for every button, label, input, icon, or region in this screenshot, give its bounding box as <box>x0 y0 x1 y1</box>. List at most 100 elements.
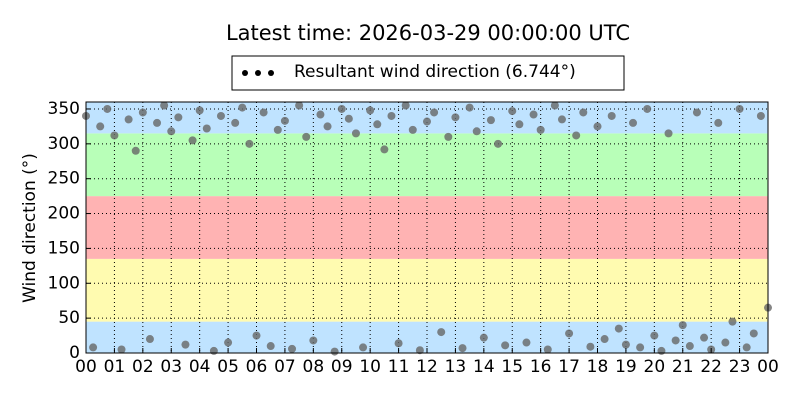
y-axis-label: Wind direction (°) <box>20 153 40 303</box>
x-tick-label: 19 <box>615 357 637 377</box>
data-point <box>131 146 140 155</box>
x-tick-label: 18 <box>587 357 609 377</box>
data-point <box>238 103 247 112</box>
data-point <box>515 120 524 129</box>
data-point <box>231 118 240 127</box>
data-point <box>614 324 623 333</box>
data-point <box>479 333 488 342</box>
data-point <box>145 335 154 344</box>
y-tick-label: 50 <box>58 308 80 328</box>
data-point <box>629 118 638 127</box>
data-point <box>756 111 765 120</box>
x-tick-label: 10 <box>359 357 381 377</box>
data-point <box>735 104 744 113</box>
x-tick-label: 06 <box>246 357 268 377</box>
x-tick-label: 03 <box>160 357 182 377</box>
x-tick-label: 20 <box>644 357 666 377</box>
data-point <box>280 116 289 125</box>
data-point <box>749 329 758 338</box>
x-tick-label: 22 <box>700 357 722 377</box>
data-point <box>529 110 538 119</box>
data-point <box>643 104 652 113</box>
y-tick-label: 300 <box>48 134 80 154</box>
data-point <box>117 345 126 354</box>
data-point <box>273 125 282 134</box>
data-point <box>423 117 431 126</box>
data-point <box>295 101 304 110</box>
data-point <box>359 343 368 352</box>
data-point <box>195 106 204 115</box>
y-tick-label: 200 <box>48 204 80 224</box>
x-tick-label: 00 <box>75 357 97 377</box>
data-point <box>565 329 574 338</box>
data-point <box>621 340 630 349</box>
data-point <box>351 129 360 138</box>
data-point <box>252 331 261 340</box>
data-point <box>96 122 105 131</box>
x-tick-label: 21 <box>672 357 694 377</box>
data-point <box>302 132 311 141</box>
data-point <box>408 125 417 134</box>
data-point <box>216 111 225 120</box>
data-point <box>160 101 169 110</box>
direction-band <box>86 196 768 259</box>
data-point <box>323 122 332 131</box>
data-point <box>444 132 453 141</box>
data-point <box>692 108 701 117</box>
data-point <box>224 338 233 347</box>
data-point <box>742 343 751 352</box>
data-point <box>579 108 588 117</box>
data-point <box>181 340 190 349</box>
data-point <box>316 110 325 119</box>
data-point <box>188 136 197 145</box>
data-point <box>678 321 687 330</box>
data-point <box>344 114 353 123</box>
data-point <box>437 328 446 337</box>
legend-marker <box>255 70 261 76</box>
data-point <box>266 342 275 351</box>
data-point <box>721 338 730 347</box>
data-point <box>522 338 531 347</box>
x-tick-label: 14 <box>473 357 495 377</box>
x-tick-label: 16 <box>530 357 552 377</box>
data-point <box>728 317 737 326</box>
data-point <box>494 139 503 148</box>
data-point <box>671 336 680 345</box>
data-point <box>664 129 673 138</box>
legend <box>231 55 625 91</box>
y-tick-label: 100 <box>48 273 80 293</box>
data-point <box>209 346 218 355</box>
x-tick-label: 23 <box>729 357 751 377</box>
y-tick-label: 250 <box>48 169 80 189</box>
data-point <box>572 131 581 140</box>
data-point <box>124 115 133 124</box>
data-point <box>415 346 424 355</box>
data-point <box>337 104 346 113</box>
data-point <box>657 346 666 355</box>
data-point <box>714 118 723 127</box>
data-point <box>636 343 645 352</box>
data-point <box>700 333 709 342</box>
x-tick-label: 07 <box>274 357 296 377</box>
data-point <box>202 124 211 133</box>
data-point <box>110 131 119 140</box>
data-point <box>89 343 98 352</box>
x-tick-label: 17 <box>558 357 580 377</box>
x-tick-label: 15 <box>501 357 523 377</box>
x-tick-label: 00 <box>757 357 779 377</box>
legend-marker <box>242 70 248 76</box>
x-tick-label: 05 <box>217 357 239 377</box>
data-point <box>373 120 382 129</box>
data-point <box>366 106 375 115</box>
data-point <box>288 344 297 353</box>
data-point <box>167 127 176 136</box>
data-point <box>394 339 403 348</box>
data-point <box>501 341 510 350</box>
x-tick-label: 09 <box>331 357 353 377</box>
data-point <box>486 116 495 125</box>
chart-title: Latest time: 2026-03-29 00:00:00 UTC <box>226 21 630 45</box>
x-tick-label: 08 <box>303 357 325 377</box>
data-point <box>153 118 162 127</box>
x-tick-label: 12 <box>416 357 438 377</box>
